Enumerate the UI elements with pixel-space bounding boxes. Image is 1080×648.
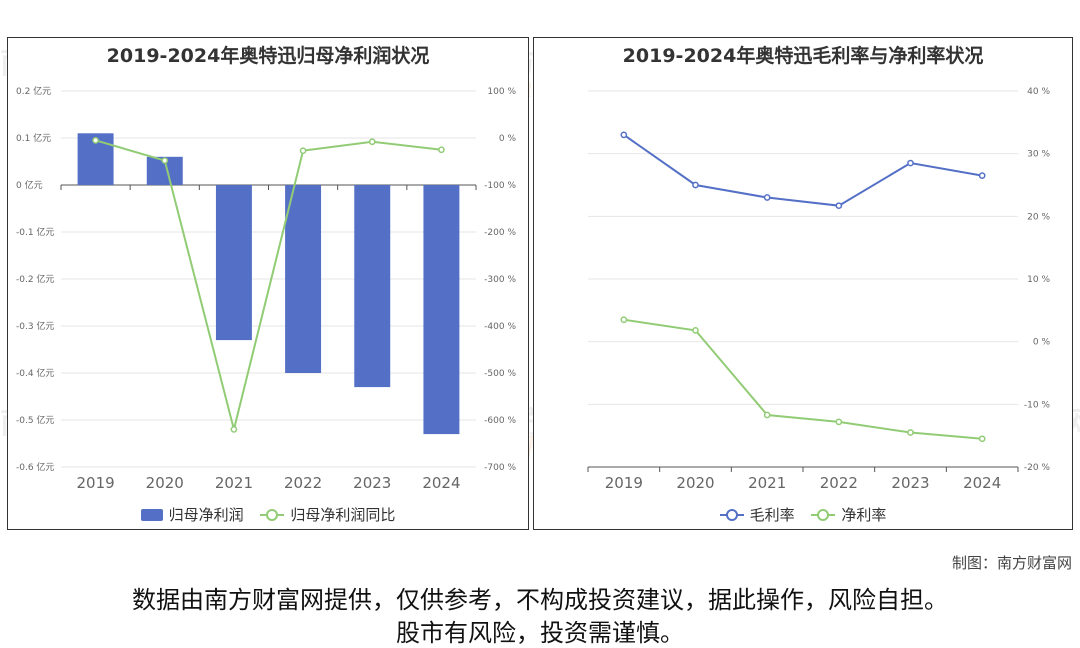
margin-chart: 40 % 30 % 20 % 10 % 0 % -10 % -20 % 2019 2020 202… [587,87,1051,492]
y-tick-label-left: -0.4 亿元 [16,367,54,379]
line-point [692,327,699,334]
bar [285,185,322,373]
x-tick-label: 2023 [891,474,929,492]
y-tick-label-left: -0.3 亿元 [16,320,54,332]
legend-label: 净利率 [841,506,887,524]
legend-label: 归母净利润 [168,506,244,524]
y-tick-label-left: 0.1 亿元 [16,132,51,144]
line-point [978,435,986,443]
line-point [299,147,307,155]
y-tick-label-right: 100 % [487,87,516,97]
bar-swatch-icon [140,508,163,521]
line-point [368,138,376,146]
series-line [623,318,983,440]
net-profit-chart-panel: 2019-2024年奥特迅归母净利润状况 0.2 亿元 0.1 亿元 0 亿元 -0.… [7,37,529,530]
legend-item-net-margin[interactable]: 净利率 [811,504,886,525]
line-point [763,411,771,419]
line-point [620,316,628,324]
legend-label: 毛利率 [749,506,795,524]
line-swatch-icon [719,508,744,521]
chart-legend: 毛利率 净利率 [534,504,1072,525]
x-tick-label: 2020 [676,474,714,492]
x-tick-label: 2022 [284,474,322,492]
x-tick-label: 2024 [963,474,1001,492]
y-tick-label-right: -20 % [1024,463,1051,473]
line-point [92,137,99,144]
y-tick-label-left: -0.1 亿元 [16,226,54,238]
y-tick-label-left: -0.6 亿元 [16,461,54,473]
disclaimer-line: 数据由南方财富网提供，仅供参考，不构成投资建议，据此操作，风险自担。 [132,586,948,614]
disclaimer-line: 股市有风险，投资需谨慎。 [396,619,684,647]
x-tick-label: 2022 [820,474,858,492]
x-tick-label: 2021 [748,474,786,492]
line-point [835,202,843,210]
legend-item-net-profit[interactable]: 归母净利润 [140,504,244,525]
bar [354,185,391,388]
line-point [835,418,843,426]
x-tick-label: 2023 [353,474,391,492]
chart-title: 2019-2024年奥特迅毛利率与净利率状况 [622,45,984,67]
legend-label: 归母净利润同比 [290,506,396,524]
margin-chart-panel: 2019-2024年奥特迅毛利率与净利率状况 40 % 30 % 20 % 10 % 0… [533,37,1073,530]
y-tick-label-right: -500 % [484,369,516,379]
series-line [95,139,442,430]
y-tick-label-left: -0.5 亿元 [16,414,54,426]
line-point [763,194,771,201]
net-profit-chart: 0.2 亿元 0.1 亿元 0 亿元 -0.1 亿元 -0.2 亿元 -0.3 亿元 -0.… [16,85,517,492]
y-tick-label-left: -0.2 亿元 [16,273,54,285]
x-tick-label: 2020 [146,474,184,492]
y-tick-label-right: -10 % [1024,400,1051,410]
y-tick-label-left: 0 亿元 [16,179,43,191]
line-point [230,426,238,433]
y-tick-label-right: -700 % [484,463,516,473]
line-point [978,172,986,179]
bar [423,185,460,435]
line-point [161,157,169,164]
chart-title: 2019-2024年奥特迅归母净利润状况 [106,45,430,67]
y-tick-label-left: 0.2 亿元 [16,85,51,97]
line-point [907,159,914,167]
legend-item-net-profit-yoy[interactable]: 归母净利润同比 [260,504,395,525]
x-tick-label: 2024 [422,474,460,492]
x-tick-label: 2021 [215,474,253,492]
y-tick-label-right: -200 % [484,228,516,238]
series-line [623,134,983,207]
y-tick-label-right: 20 % [1027,212,1050,222]
y-tick-label-right: -300 % [484,275,516,285]
y-tick-label-right: 30 % [1027,150,1050,160]
y-tick-label-right: -400 % [484,322,516,332]
y-tick-label-right: 0 % [1033,338,1051,348]
legend-item-gross-margin[interactable]: 毛利率 [719,504,795,525]
line-point [438,146,445,154]
bar [215,185,252,341]
y-tick-label-right: 40 % [1027,87,1050,97]
line-point [620,131,628,139]
y-tick-label-right: 0 % [499,134,517,144]
x-tick-label: 2019 [605,474,643,492]
chart-credit: 制图：南方财富网 [951,554,1072,572]
line-point [907,429,914,436]
y-tick-label-right: -600 % [484,416,516,426]
line-point [692,181,699,189]
y-tick-label-right: -100 % [484,181,516,191]
y-tick-label-right: 10 % [1027,275,1050,285]
x-tick-label: 2019 [76,474,114,492]
chart-legend: 归母净利润 归母净利润同比 [8,504,528,525]
line-swatch-icon [260,508,285,521]
line-swatch-icon [811,508,836,521]
